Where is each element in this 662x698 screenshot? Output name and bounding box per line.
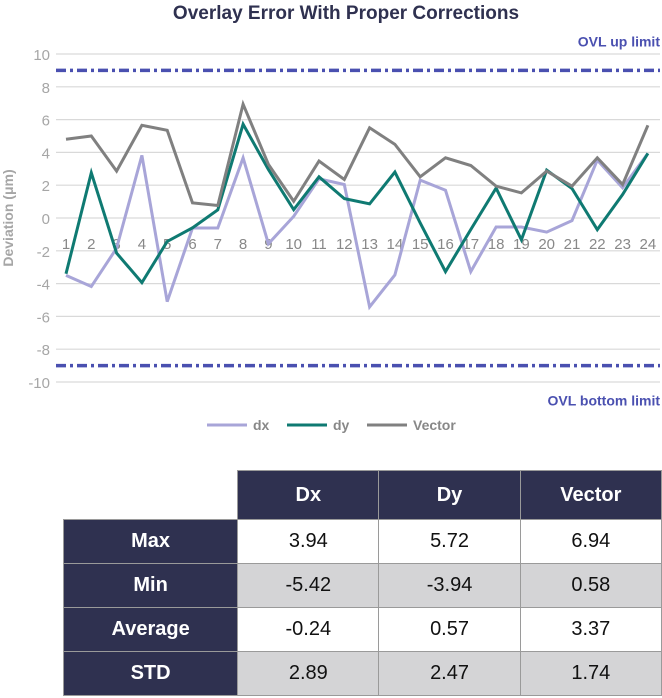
table-row: Min -5.42 -3.94 0.58 <box>62 563 662 608</box>
row-header: Min <box>62 563 239 608</box>
y-tick-label: -6 <box>37 309 50 326</box>
legend-label: dy <box>333 417 350 433</box>
x-tick-label: 16 <box>437 236 454 253</box>
table-row: Max 3.94 5.72 6.94 <box>62 519 662 564</box>
x-tick-label: 15 <box>412 236 429 253</box>
y-tick-label: 2 <box>42 178 50 195</box>
row-header: Average <box>62 607 239 652</box>
line-chart: Overlay Error With Proper Corrections 10… <box>0 3 661 433</box>
x-tick-label: 10 <box>285 236 302 253</box>
x-tick-label: 20 <box>538 236 555 253</box>
table-cell: 5.72 <box>378 519 521 564</box>
table-cell: 0.57 <box>378 607 521 652</box>
limit-label: OVL bottom limit <box>547 393 660 409</box>
x-tick-label: 18 <box>488 236 505 253</box>
table-cell: 2.47 <box>378 651 521 696</box>
x-tick-label: 14 <box>387 236 404 253</box>
x-tick-label: 4 <box>138 236 146 253</box>
x-tick-label: 1 <box>62 236 70 253</box>
y-tick-label: -4 <box>37 277 50 294</box>
col-header-dy: Dy <box>378 470 521 520</box>
table-cell: -0.24 <box>237 607 380 652</box>
x-tick-label: 5 <box>163 236 171 253</box>
y-tick-label: 6 <box>42 113 50 130</box>
table-corner <box>63 470 238 520</box>
x-tick-label: 17 <box>462 236 479 253</box>
series-line-dx <box>65 152 650 311</box>
table-cell: 0.58 <box>519 563 662 608</box>
x-tick-label: 23 <box>614 236 631 253</box>
x-tick-label: 6 <box>188 236 196 253</box>
table-row: STD 2.89 2.47 1.74 <box>62 651 662 696</box>
table-cell: 3.37 <box>519 607 662 652</box>
col-header-vector: Vector <box>519 470 662 520</box>
x-tick-label: 13 <box>361 236 378 253</box>
y-tick-label: -8 <box>37 342 50 359</box>
x-tick-label: 22 <box>589 236 606 253</box>
table-cell: -5.42 <box>237 563 380 608</box>
x-tick-label: 7 <box>214 236 222 253</box>
table-cell: 6.94 <box>519 519 662 564</box>
col-header-dx: Dx <box>237 470 380 520</box>
stats-table: Dx Dy Vector Max 3.94 5.72 6.94 Min -5.4… <box>62 470 662 696</box>
table-cell: 2.89 <box>237 651 380 696</box>
x-tick-label: 21 <box>564 236 581 253</box>
chart-title: Overlay Error With Proper Corrections <box>173 3 519 24</box>
x-tick-label: 24 <box>640 236 657 253</box>
y-tick-label: -10 <box>28 375 50 392</box>
row-header: Max <box>62 519 239 564</box>
table-row: Average -0.24 0.57 3.37 <box>62 607 662 652</box>
x-tick-label: 12 <box>336 236 353 253</box>
series-line-dy <box>64 120 650 286</box>
y-tick-label: 0 <box>42 211 50 228</box>
y-tick-label: 4 <box>42 145 50 162</box>
table-cell: 3.94 <box>237 519 380 564</box>
legend-label: dx <box>253 417 270 433</box>
y-tick-label: -2 <box>37 244 50 261</box>
limit-label: OVL up limit <box>578 33 661 49</box>
y-tick-label: 10 <box>33 47 50 64</box>
y-tick-label: 8 <box>42 80 50 97</box>
table-cell: -3.94 <box>378 563 521 608</box>
x-tick-label: 2 <box>87 236 95 253</box>
x-tick-label: 8 <box>239 236 247 253</box>
x-tick-label: 19 <box>513 236 530 253</box>
x-tick-label: 11 <box>311 236 327 253</box>
series-line-vector <box>65 99 650 208</box>
legend-label: Vector <box>413 417 456 433</box>
y-axis-label: Deviation (μm) <box>0 169 16 266</box>
table-cell: 1.74 <box>519 651 662 696</box>
row-header: STD <box>62 651 239 696</box>
